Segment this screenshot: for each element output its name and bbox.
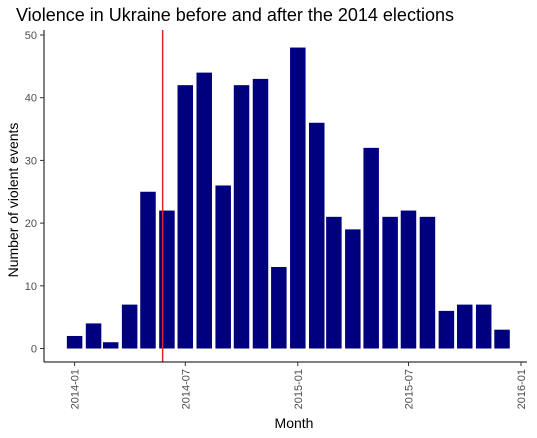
bar-2014-05 <box>140 191 156 349</box>
y-ticks: 0 10 20 30 40 50 <box>25 30 44 356</box>
bar-2015-11 <box>475 304 492 349</box>
x-tick-label: 2014-01 <box>70 369 82 409</box>
bar-2014-11 <box>252 78 269 349</box>
bar-2015-03 <box>326 216 342 349</box>
bar-2015-12 <box>494 329 510 349</box>
y-tick-label: 30 <box>25 155 37 167</box>
bar-2014-01 <box>66 335 83 349</box>
bar-2014-09 <box>215 185 231 349</box>
bar-2015-04 <box>345 229 361 349</box>
bar-2015-02 <box>309 122 325 349</box>
x-tick-label: 2016-01 <box>516 369 528 409</box>
y-tick-label: 40 <box>25 93 37 105</box>
bar-2014-03 <box>102 342 119 349</box>
bar-2014-06 <box>159 210 175 349</box>
y-tick-label: 0 <box>31 344 37 356</box>
x-ticks: 2014-01 2014-07 2015-01 2015-07 2016-01 <box>70 362 528 409</box>
x-tick-label: 2015-07 <box>403 369 415 409</box>
bar-2015-06 <box>382 216 398 349</box>
bar-2015-09 <box>438 310 455 349</box>
y-axis-label: Number of violent events <box>5 123 21 278</box>
chart-title: Violence in Ukraine before and after the… <box>16 5 454 25</box>
bar-2014-08 <box>196 72 212 349</box>
bar-2014-07 <box>177 85 194 349</box>
x-axis-label: Month <box>275 415 314 431</box>
bar-2015-01 <box>290 47 306 349</box>
bar-2015-08 <box>419 216 436 349</box>
x-tick-label: 2015-01 <box>293 369 305 409</box>
bar-2014-12 <box>271 266 287 349</box>
bar-2015-07 <box>400 210 417 349</box>
bar-2014-02 <box>85 323 102 349</box>
y-tick-label: 50 <box>25 30 37 42</box>
y-tick-label: 10 <box>25 281 37 293</box>
bar-2014-10 <box>233 85 250 349</box>
x-tick-label: 2014-07 <box>180 369 192 409</box>
bar-2014-04 <box>121 304 138 349</box>
bars-layer <box>66 47 510 349</box>
bar-2015-10 <box>456 304 473 349</box>
bar-2015-05 <box>363 147 379 349</box>
y-tick-label: 20 <box>25 218 37 230</box>
